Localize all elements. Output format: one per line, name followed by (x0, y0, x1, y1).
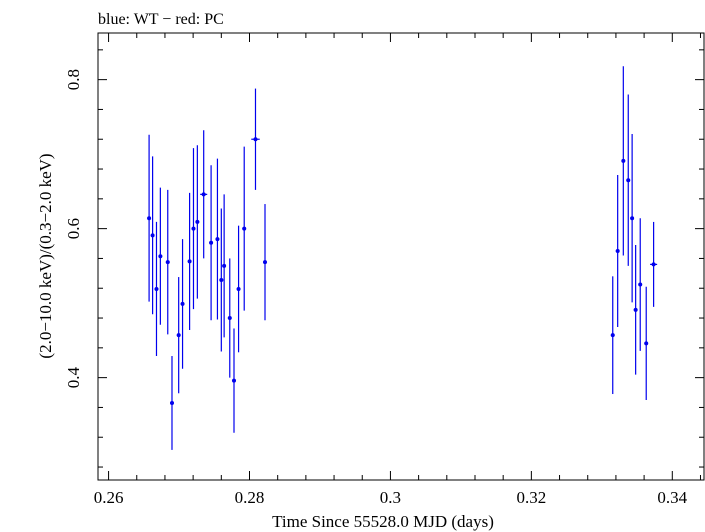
data-marker (158, 254, 163, 259)
data-marker (626, 178, 631, 183)
data-point (169, 356, 174, 450)
data-point (610, 276, 615, 395)
data-point (154, 221, 159, 357)
data-marker (236, 286, 241, 291)
data-marker (630, 216, 635, 221)
data-marker (150, 233, 155, 238)
data-point (200, 130, 208, 259)
y-axis-label: (2.0−10.0 keV)/(0.3−2.0 keV) (36, 153, 55, 358)
data-point (615, 174, 620, 327)
data-series (147, 66, 658, 450)
data-marker (219, 278, 224, 283)
x-axis: 0.26 0.28 0.3 0.32 0.34 (94, 33, 701, 507)
data-marker (169, 400, 174, 405)
data-point (195, 145, 200, 299)
data-marker (191, 226, 196, 231)
data-marker (638, 282, 643, 287)
data-point (147, 134, 152, 302)
data-point (180, 239, 185, 369)
data-marker (227, 316, 232, 321)
data-point (242, 146, 247, 311)
data-point (644, 286, 649, 400)
data-point (219, 208, 224, 352)
y-tick-label: 0.4 (64, 367, 83, 389)
x-tick-label: 0.32 (516, 488, 546, 507)
data-marker (633, 307, 638, 312)
data-marker (651, 262, 656, 267)
data-point (191, 148, 196, 310)
data-point (187, 192, 192, 330)
data-marker (154, 286, 159, 291)
data-marker (187, 259, 192, 264)
y-tick-label: 0.8 (64, 69, 83, 90)
chart-title: blue: WT − red: PC (98, 11, 224, 28)
data-marker (253, 137, 258, 142)
data-point (176, 277, 181, 394)
data-marker (215, 237, 220, 242)
data-marker (231, 378, 236, 383)
data-marker (147, 216, 152, 221)
x-tick-label: 0.26 (94, 488, 124, 507)
x-tick-label: 0.3 (380, 488, 401, 507)
data-point (222, 194, 227, 338)
data-point (630, 134, 635, 303)
data-point (215, 158, 220, 320)
data-point (638, 218, 643, 351)
x-axis-label: Time Since 55528.0 MJD (days) (272, 512, 494, 531)
data-marker (222, 263, 227, 268)
data-marker (209, 240, 214, 245)
data-point (236, 225, 241, 353)
plot-frame (97, 32, 705, 481)
data-point (158, 187, 163, 325)
data-marker (176, 333, 181, 338)
data-point (165, 189, 170, 335)
data-point (231, 328, 236, 433)
data-marker (263, 260, 268, 265)
data-marker (195, 219, 200, 224)
data-point (650, 221, 658, 307)
data-point (263, 204, 268, 321)
x-tick-label: 0.28 (235, 488, 265, 507)
data-marker (165, 260, 170, 265)
data-marker (644, 341, 649, 346)
data-point (227, 258, 232, 378)
data-point (150, 156, 155, 315)
data-point (633, 245, 638, 375)
data-point (626, 94, 631, 266)
x-tick-label: 0.34 (657, 488, 687, 507)
y-tick-label: 0.6 (64, 218, 83, 239)
data-marker (180, 301, 185, 306)
y-axis: 0.4 0.6 0.8 (64, 49, 704, 468)
data-marker (610, 333, 615, 338)
data-marker (201, 192, 206, 197)
data-point (209, 165, 214, 321)
data-marker (615, 248, 620, 253)
data-marker (621, 158, 626, 163)
data-marker (242, 226, 247, 231)
data-point (251, 88, 260, 190)
data-point (621, 66, 626, 256)
